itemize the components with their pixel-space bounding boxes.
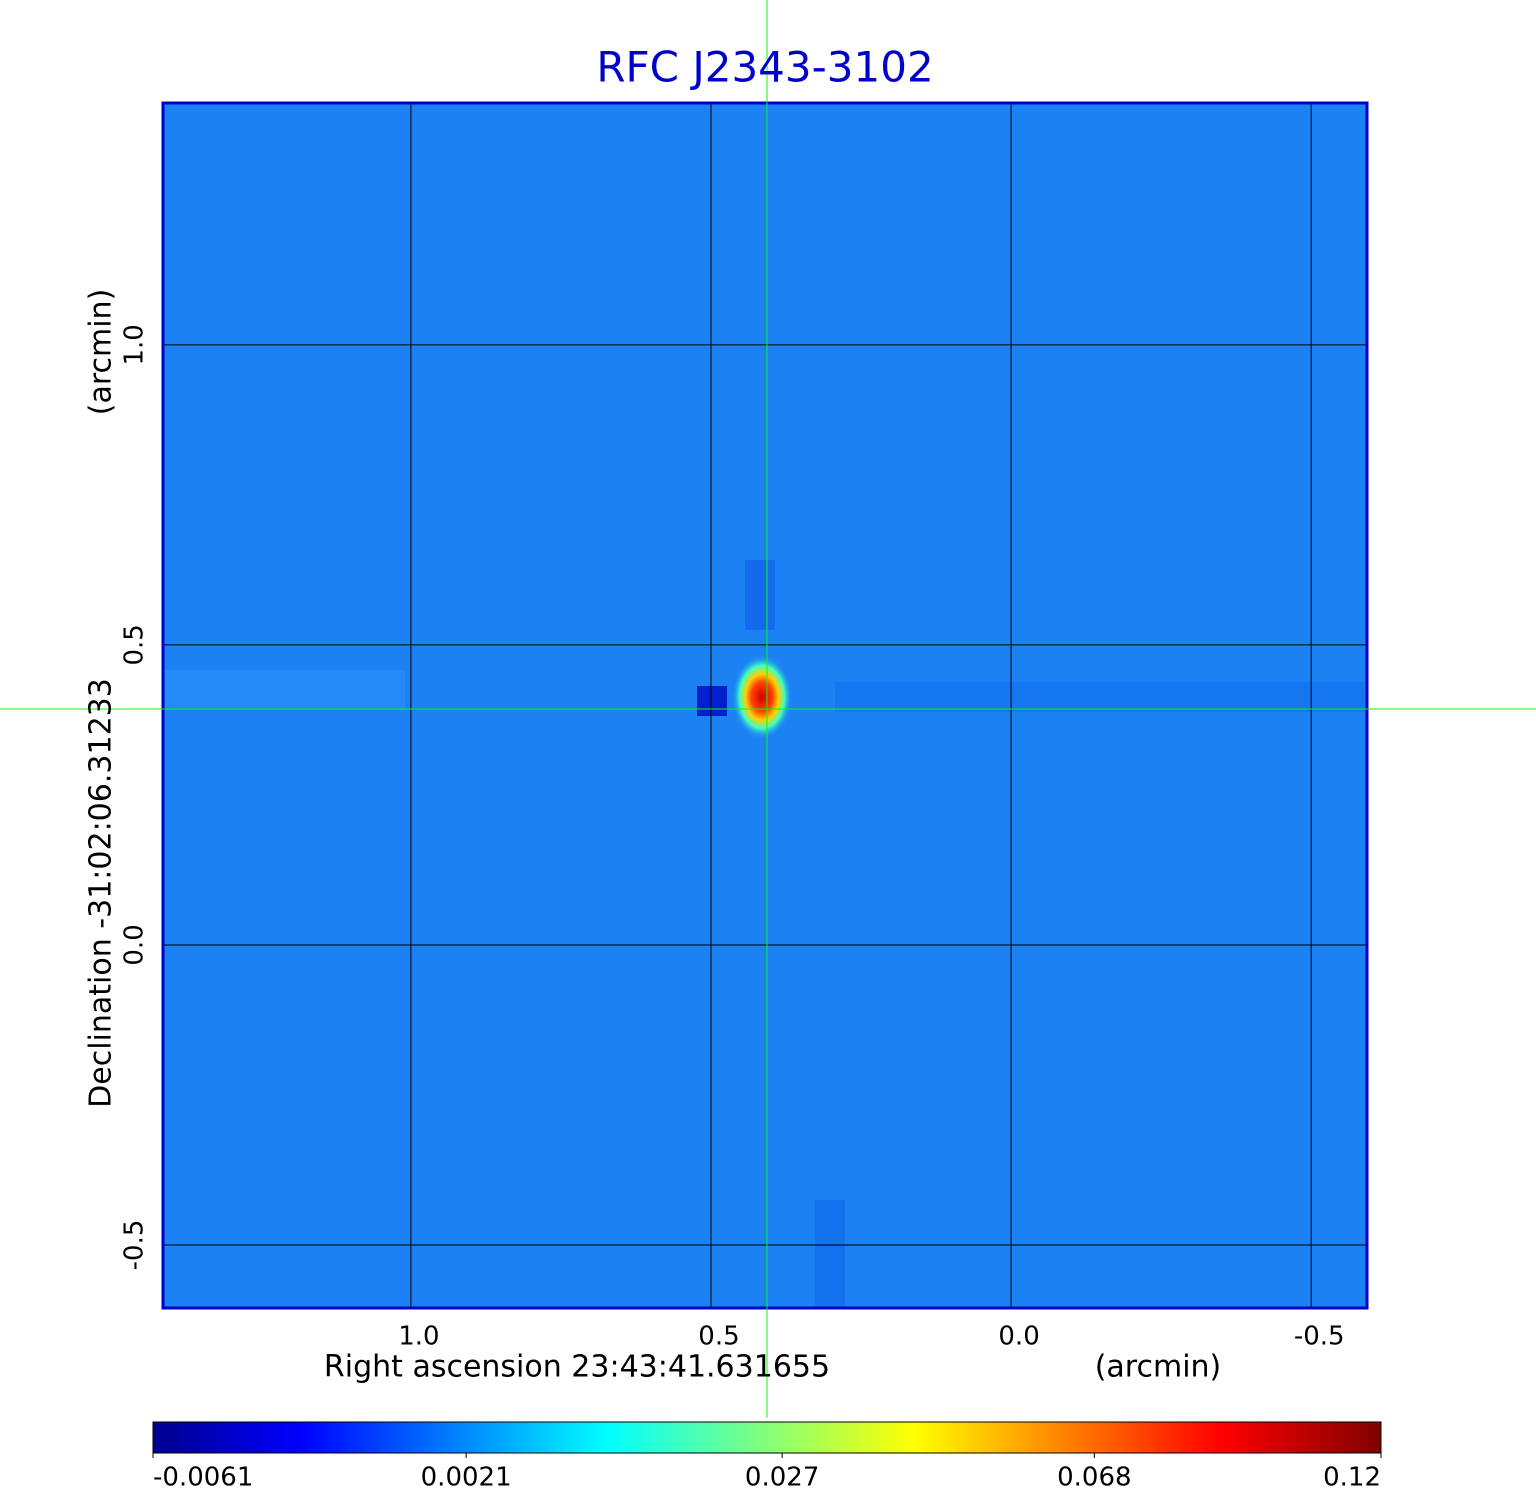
x-tick-label: 1.0 — [398, 1322, 439, 1352]
x-tick-label: -0.5 — [1294, 1322, 1345, 1352]
negative-pixel — [697, 686, 727, 716]
y-axis-unit: (arcmin) — [84, 289, 119, 416]
streak — [835, 682, 1365, 712]
streak — [745, 560, 775, 630]
colorbar-tick-label: 0.0021 — [421, 1463, 512, 1493]
x-tick-label: 0.5 — [698, 1322, 739, 1352]
x-axis-unit: (arcmin) — [1095, 1350, 1222, 1385]
x-tick-label: 0.0 — [998, 1322, 1039, 1352]
colorbar-tick-label: 0.068 — [1057, 1463, 1131, 1493]
y-tick-label: -0.5 — [120, 1220, 150, 1271]
image — [163, 103, 1367, 1308]
y-axis-label: Declination -31:02:06.31233 — [84, 678, 119, 1108]
y-tick-label: 1.0 — [120, 324, 150, 365]
plot-frame — [161, 101, 1369, 1310]
grid — [163, 103, 1367, 1308]
chart-title: RFC J2343-3102 — [596, 43, 933, 92]
colorbar-tick-label: 0.027 — [745, 1463, 819, 1493]
colorbar-tick-label: -0.0061 — [153, 1463, 253, 1493]
streak — [165, 670, 405, 710]
y-tick-label: 0.5 — [120, 624, 150, 665]
y-tick-label: 0.0 — [120, 924, 150, 965]
streak — [815, 1200, 845, 1308]
x-axis-label: Right ascension 23:43:41.631655 — [324, 1350, 830, 1385]
source — [732, 655, 792, 739]
colorbar — [152, 1421, 1382, 1454]
colorbar-tick-label: 0.12 — [1323, 1463, 1381, 1493]
